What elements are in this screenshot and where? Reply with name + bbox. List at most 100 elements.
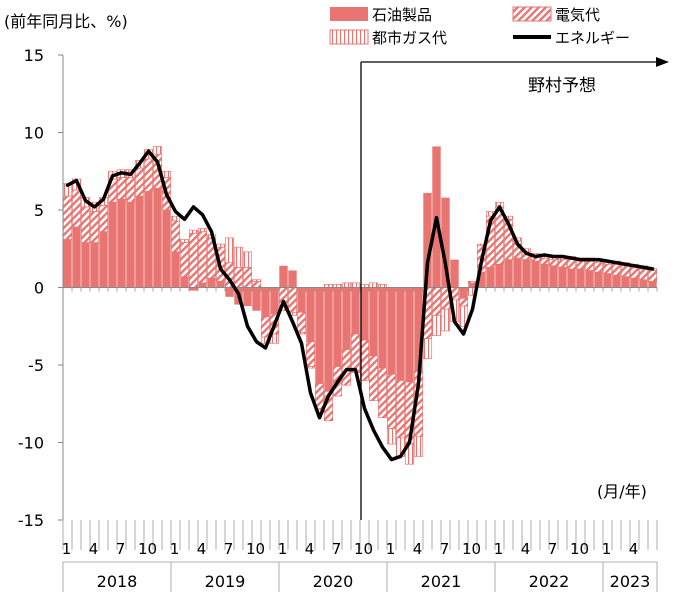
x-month-label: 4 <box>521 540 531 558</box>
bar-electricity <box>548 259 559 267</box>
bar-gas <box>224 237 235 264</box>
bar-gas <box>440 308 451 332</box>
x-month-label: 7 <box>332 540 342 558</box>
bar-electricity <box>566 259 577 270</box>
bar-oil <box>279 265 288 288</box>
bar-electricity <box>125 177 136 203</box>
bar-electricity <box>242 267 253 288</box>
bar-oil <box>567 268 576 288</box>
bar-oil <box>81 242 90 288</box>
bar-electricity <box>377 367 388 419</box>
bar-electricity <box>116 177 127 200</box>
bar-oil <box>531 261 540 288</box>
x-month-label: 7 <box>440 540 450 558</box>
x-year-label: 2018 <box>97 572 138 591</box>
bar-electricity <box>620 265 631 277</box>
bar-electricity <box>251 280 262 288</box>
bar-oil <box>108 202 117 288</box>
x-month-label: 4 <box>629 540 639 558</box>
bar-oil <box>243 287 252 307</box>
bar-oil <box>396 287 405 381</box>
bar-oil <box>549 265 558 288</box>
bar-electricity <box>539 257 550 265</box>
y-tick-label: -15 <box>18 511 44 530</box>
bar-electricity <box>80 206 91 243</box>
bar-gas <box>242 251 253 268</box>
bar-oil <box>63 239 72 288</box>
bar-electricity <box>143 158 154 192</box>
x-month-label: 4 <box>89 540 99 558</box>
bar-oil <box>468 282 477 288</box>
bar-electricity <box>431 287 442 316</box>
bar-gas <box>170 215 181 222</box>
bar-electricity <box>611 263 622 276</box>
bar-oil <box>99 231 108 288</box>
bar-oil <box>324 287 333 392</box>
bar-oil <box>198 282 207 288</box>
legend-swatch-gas <box>329 29 369 45</box>
bar-oil <box>90 242 99 288</box>
bar-gas <box>152 146 163 155</box>
bar-oil <box>207 278 216 288</box>
bar-oil <box>252 287 261 311</box>
x-month-label: 4 <box>413 540 423 558</box>
bar-oil <box>288 270 297 288</box>
bar-oil <box>513 258 522 288</box>
bar-electricity <box>350 333 361 374</box>
bar-electricity <box>233 267 244 288</box>
y-tick-label: -10 <box>18 434 44 453</box>
bar-oil <box>612 275 621 288</box>
legend-label-energy: エネルギー <box>555 29 630 47</box>
bar-gas <box>188 229 199 234</box>
bar-electricity <box>584 260 595 271</box>
x-month-label: 10 <box>462 540 481 558</box>
x-month-label: 7 <box>116 540 126 558</box>
bar-oil <box>333 287 342 367</box>
bar-oil <box>342 287 351 350</box>
bar-oil <box>585 270 594 288</box>
x-month-label: 4 <box>305 540 315 558</box>
y-tick-label: 0 <box>34 279 44 298</box>
x-month-label: 10 <box>570 540 589 558</box>
x-month-label: 1 <box>602 540 612 558</box>
x-year-label: 2022 <box>529 572 570 591</box>
bar-oil <box>126 202 135 288</box>
bar-gas <box>386 428 397 445</box>
bar-oil <box>387 287 396 375</box>
bar-oil <box>477 272 486 288</box>
x-month-label: 1 <box>170 540 180 558</box>
x-month-label: 10 <box>138 540 157 558</box>
bar-oil <box>522 259 531 288</box>
bar-gas <box>458 305 469 327</box>
y-tick-label: 10 <box>24 124 44 143</box>
bar-gas <box>215 243 226 248</box>
forecast-label: 野村予想 <box>528 76 596 96</box>
x-month-label: 1 <box>386 540 396 558</box>
bar-oil <box>117 199 126 288</box>
legend: 石油製品 電気代 都市ガス代 エネルギー <box>329 6 630 47</box>
bar-oil <box>621 276 630 288</box>
bar-electricity <box>602 263 613 274</box>
bar-electricity <box>179 242 190 278</box>
bar-oil <box>423 192 432 288</box>
bar-electricity <box>170 220 181 253</box>
bar-oil <box>225 287 234 297</box>
x-unit-label: (月/年) <box>597 482 647 501</box>
bar-oil <box>558 267 567 288</box>
bar-electricity <box>341 349 352 386</box>
bar-oil <box>369 287 378 356</box>
bar-oil <box>135 196 144 288</box>
x-month-label: 10 <box>354 540 373 558</box>
bar-electricity <box>62 195 73 240</box>
bar-electricity <box>638 268 649 281</box>
bar-oil <box>648 281 657 288</box>
bar-oil <box>315 287 324 384</box>
bar-oil <box>180 276 189 288</box>
bar-oil <box>297 287 306 313</box>
bar-oil <box>189 287 198 291</box>
bar-gas <box>233 246 244 268</box>
bar-electricity <box>71 189 82 228</box>
bar-oil <box>72 227 81 288</box>
bar-gas <box>350 282 361 288</box>
bar-oil <box>459 287 468 299</box>
